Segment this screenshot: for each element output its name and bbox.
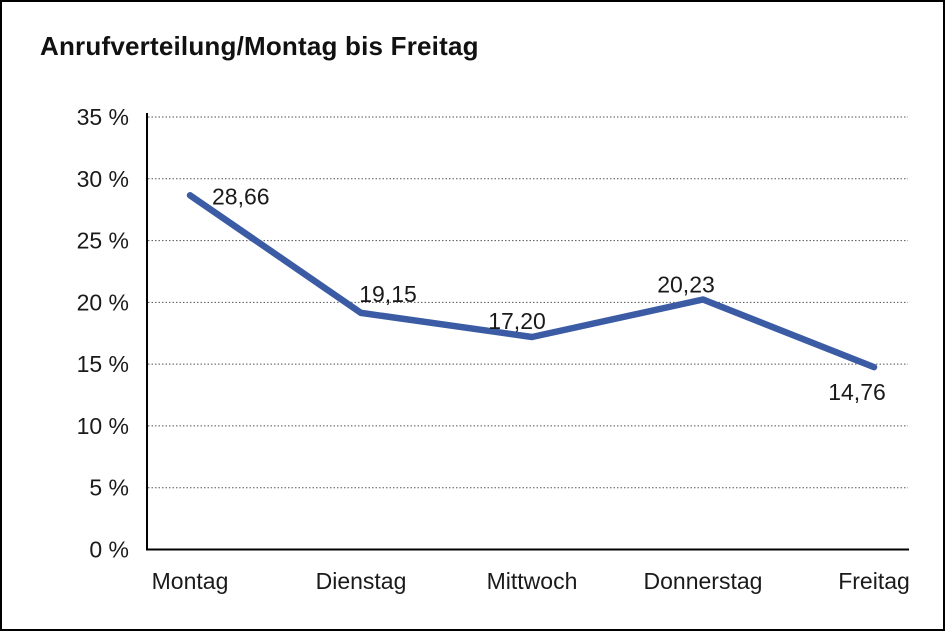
y-tick-label: 5 % [89,475,129,501]
x-category-label: Freitag [838,568,910,594]
x-category-label: Mittwoch [487,568,578,594]
y-tick-label: 30 % [77,166,129,192]
data-point-label: 20,23 [657,272,715,298]
chart-title: Anrufverteilung/Montag bis Freitag [40,31,479,61]
y-tick-label: 15 % [77,351,129,377]
y-tick-label: 20 % [77,289,129,315]
y-tick-label: 25 % [77,228,129,254]
data-point-label: 19,15 [359,281,417,307]
data-line [186,192,878,371]
x-category-label: Dienstag [316,568,407,594]
y-tick-label: 0 % [89,537,129,563]
x-category-label: Montag [152,568,229,594]
data-point-label: 14,76 [828,379,886,405]
data-point-label: 17,20 [488,308,546,334]
x-category-label: Donnerstag [644,568,763,594]
y-tick-label: 35 % [77,104,129,130]
y-tick-label: 10 % [77,413,129,439]
data-point-label: 28,66 [212,183,270,209]
